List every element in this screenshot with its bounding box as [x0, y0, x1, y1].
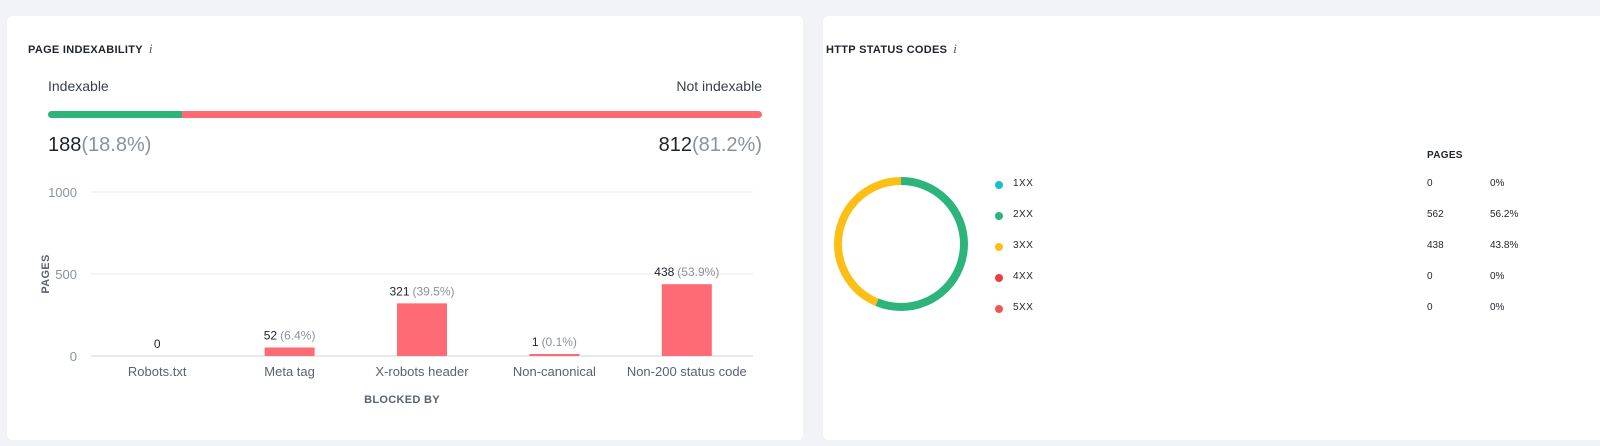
legend-dot-icon [995, 212, 1003, 220]
http-status-donut-chart [834, 177, 968, 311]
bar-value-pct: (39.5%) [413, 284, 455, 298]
indexable-count: 188 [48, 134, 82, 156]
legend-dot-icon [995, 274, 1003, 282]
pages-percent: 0% [1490, 271, 1505, 282]
blocked-by-bar-chart: 0 500 1000 0 52 (6.4%) 321 (39.5%) 1 (0.1%) 438 (5… [40, 185, 753, 406]
legend-dot-icon [995, 305, 1003, 313]
bar[interactable] [529, 354, 580, 356]
bar-value-label: 1 (0.1%) [532, 335, 577, 349]
bar[interactable] [661, 284, 712, 356]
bar-value: 321 [389, 284, 409, 298]
bar-value-label: 52 (6.4%) [264, 328, 316, 342]
status-code-label: 1XX [1013, 178, 1034, 189]
pages-count: 562 [1427, 209, 1444, 220]
legend-row-4xx[interactable]: 4XX 0 0% [993, 271, 1593, 287]
pages-column-header: PAGES [1427, 150, 1463, 161]
panel-title: PAGE INDEXABILITY i [28, 41, 153, 57]
info-icon[interactable]: i [148, 41, 153, 56]
status-code-label: 2XX [1013, 209, 1034, 220]
status-code-label: 5XX [1013, 302, 1034, 313]
not-indexable-value[interactable]: 812(81.2%) [659, 134, 762, 157]
x-axis-title: BLOCKED BY [364, 394, 440, 406]
pages-percent: 0% [1490, 178, 1505, 189]
pages-count: 0 [1427, 178, 1433, 189]
pages-percent: 56.2% [1490, 209, 1519, 220]
panel-title: HTTP STATUS CODES i [826, 41, 957, 57]
x-tick-label: Meta tag [264, 364, 315, 379]
http-status-codes-panel: HTTP STATUS CODES i PAGES 1XX 0 0% 2XX 562 56.… [823, 16, 1600, 440]
indexable-pct: (18.8%) [81, 134, 152, 156]
not-indexable-pct: (81.2%) [691, 134, 762, 156]
x-tick-label: Robots.txt [128, 364, 187, 379]
page-indexability-title: PAGE INDEXABILITY [28, 44, 143, 56]
http-status-title: HTTP STATUS CODES [826, 44, 948, 56]
bar[interactable] [264, 347, 315, 356]
bar-value: 438 [654, 265, 674, 279]
bar-value-pct: (53.9%) [677, 265, 719, 279]
indexable-value[interactable]: 188(18.8%) [48, 134, 151, 157]
pages-count: 0 [1427, 271, 1433, 282]
bar-value: 0 [154, 337, 161, 351]
bar-value-pct: (0.1%) [542, 335, 577, 349]
x-tick-label: Non-canonical [513, 364, 596, 379]
bar-value: 52 [264, 328, 278, 342]
indexability-progress-bar[interactable] [48, 111, 762, 118]
legend-dot-icon [995, 181, 1003, 189]
x-tick-label: Non-200 status code [627, 364, 747, 379]
bar[interactable] [397, 303, 447, 356]
x-tick-label: X-robots header [375, 364, 469, 379]
pages-count: 438 [1427, 240, 1444, 251]
status-code-label: 3XX [1013, 240, 1034, 251]
y-axis-title: PAGES [40, 254, 52, 293]
bar-value-label: 438 (53.9%) [654, 265, 719, 279]
not-indexable-label: Not indexable [676, 78, 762, 94]
bar-value-pct: (6.4%) [280, 328, 315, 342]
y-tick-label: 500 [55, 267, 77, 282]
pages-count: 0 [1427, 302, 1433, 313]
info-icon[interactable]: i [953, 41, 958, 56]
status-code-label: 4XX [1013, 271, 1034, 282]
indexable-label: Indexable [48, 78, 109, 94]
legend-row-5xx[interactable]: 5XX 0 0% [993, 302, 1593, 318]
page-indexability-panel: PAGE INDEXABILITY i Indexable Not indexab… [7, 16, 803, 440]
pages-percent: 43.8% [1490, 240, 1519, 251]
legend-row-2xx[interactable]: 2XX 562 56.2% [993, 209, 1593, 225]
pages-percent: 0% [1490, 302, 1505, 313]
bar-value-label: 0 [154, 337, 161, 351]
legend-row-3xx[interactable]: 3XX 438 43.8% [993, 240, 1593, 256]
y-tick-label: 0 [70, 349, 77, 364]
y-tick-label: 1000 [48, 185, 77, 200]
legend-row-1xx[interactable]: 1XX 0 0% [993, 178, 1593, 194]
bar-value: 1 [532, 335, 539, 349]
bar-value-label: 321 (39.5%) [389, 284, 454, 298]
legend-dot-icon [995, 243, 1003, 251]
donut-segment-3xx[interactable] [834, 177, 968, 311]
indexable-fill [48, 111, 183, 118]
not-indexable-count: 812 [658, 134, 692, 156]
